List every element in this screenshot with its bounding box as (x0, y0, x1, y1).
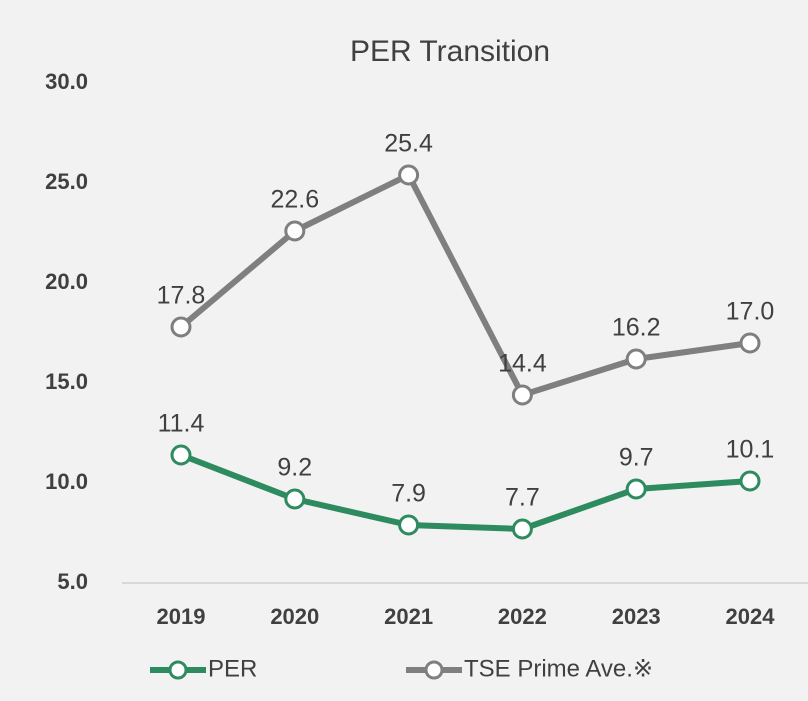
x-tick-label: 2019 (157, 604, 206, 629)
point (284, 220, 306, 242)
y-tick-label: 5.0 (57, 569, 88, 594)
legend-marker (168, 660, 188, 680)
point (398, 514, 420, 536)
y-tick-label: 15.0 (45, 369, 88, 394)
y-tick-label: 10.0 (45, 469, 88, 494)
data-label: 7.7 (505, 484, 540, 512)
point (398, 164, 420, 186)
chart-title: PER Transition (350, 35, 550, 68)
data-label: 22.6 (270, 186, 319, 214)
x-tick-label: 2023 (612, 604, 661, 629)
legend-marker (424, 660, 444, 680)
legend-label: PER (208, 655, 257, 682)
y-tick-label: 25.0 (45, 169, 88, 194)
data-label: 16.2 (612, 314, 661, 342)
point (625, 478, 647, 500)
point (625, 348, 647, 370)
point (170, 316, 192, 338)
x-tick-label: 2020 (270, 604, 319, 629)
point (739, 470, 761, 492)
point (284, 488, 306, 510)
data-label: 10.1 (726, 436, 775, 464)
data-label: 11.4 (158, 410, 205, 438)
x-tick-label: 2021 (384, 604, 433, 629)
y-tick-label: 30.0 (45, 69, 88, 94)
data-label: 14.4 (498, 350, 547, 378)
point (170, 444, 192, 466)
data-label: 7.9 (391, 480, 426, 508)
x-tick-label: 2022 (498, 604, 547, 629)
data-label: 9.2 (277, 454, 312, 482)
y-tick-label: 20.0 (45, 269, 88, 294)
data-label: 17.0 (726, 298, 775, 326)
legend-label: TSE Prime Ave.※ (464, 655, 653, 682)
series-line (179, 452, 751, 532)
series-line (179, 172, 751, 398)
x-tick-label: 2024 (726, 604, 776, 629)
data-label: 9.7 (619, 444, 654, 472)
point (739, 332, 761, 354)
data-label: 17.8 (157, 282, 206, 310)
point (511, 518, 533, 540)
data-label: 25.4 (384, 130, 433, 158)
point (511, 384, 533, 406)
